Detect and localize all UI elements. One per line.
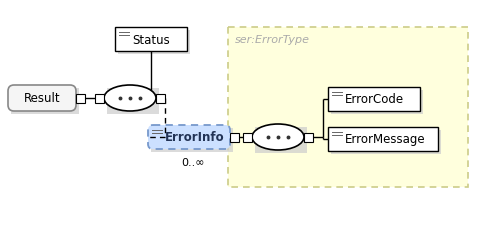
Bar — [303, 133, 312, 142]
Text: 0..∞: 0..∞ — [181, 157, 204, 167]
Bar — [107, 89, 159, 114]
Bar — [327, 128, 437, 151]
Bar — [330, 131, 440, 154]
Bar — [327, 88, 419, 112]
Bar — [95, 94, 104, 103]
Text: ErrorInfo: ErrorInfo — [165, 131, 224, 144]
Bar — [151, 128, 232, 152]
Ellipse shape — [104, 86, 156, 112]
Bar — [11, 89, 79, 114]
Bar — [330, 91, 422, 114]
FancyBboxPatch shape — [8, 86, 76, 112]
Bar — [229, 133, 239, 142]
Bar — [254, 128, 306, 153]
FancyBboxPatch shape — [148, 125, 229, 149]
Text: ErrorCode: ErrorCode — [344, 93, 403, 106]
Text: ser:ErrorType: ser:ErrorType — [235, 35, 309, 45]
Text: Result: Result — [24, 92, 60, 105]
Text: ErrorMessage: ErrorMessage — [344, 133, 425, 146]
Ellipse shape — [252, 124, 303, 150]
Text: Status: Status — [132, 33, 169, 46]
Bar — [156, 94, 165, 103]
Bar — [115, 28, 187, 52]
Bar — [242, 133, 252, 142]
Bar — [228, 28, 467, 187]
Bar — [118, 31, 190, 55]
Bar — [76, 94, 85, 103]
